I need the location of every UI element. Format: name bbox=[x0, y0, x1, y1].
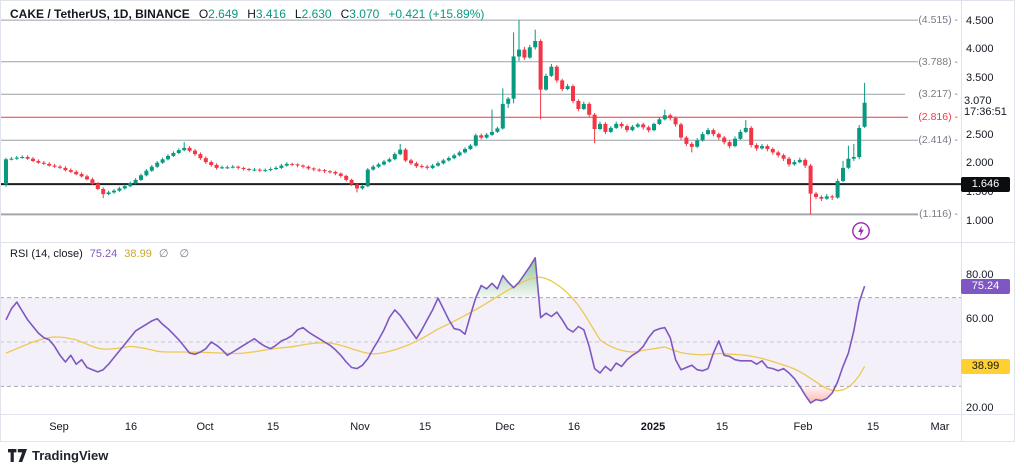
rsi-chart-pane[interactable] bbox=[0, 243, 961, 414]
frame-left bbox=[0, 0, 1, 441]
time-axis-label: Oct bbox=[196, 421, 214, 433]
tradingview-logo-icon[interactable] bbox=[8, 449, 27, 462]
rsi-tick-label: 60.00 bbox=[966, 313, 994, 326]
frame-right bbox=[1014, 0, 1015, 441]
time-axis-label: Nov bbox=[350, 421, 370, 433]
level-label: (3.217) - bbox=[918, 88, 958, 101]
axis-separator bbox=[961, 0, 962, 441]
ohlc-open: O2.649 bbox=[198, 7, 239, 21]
price-chart-pane[interactable] bbox=[0, 0, 961, 242]
time-axis-label: 16 bbox=[567, 421, 581, 433]
rsi-tick-label: 80.00 bbox=[966, 269, 994, 281]
time-axis-label: 16 bbox=[124, 421, 138, 433]
level-label: (4.515) - bbox=[918, 14, 958, 27]
price-tick-label: 2.500 bbox=[966, 128, 994, 141]
pane-divider bbox=[0, 242, 1014, 243]
last-price: 3.070 bbox=[964, 94, 992, 107]
price-tick-label: 1.000 bbox=[966, 214, 994, 227]
rsi-ma-value: 38.99 bbox=[124, 248, 152, 260]
flash-icon[interactable] bbox=[851, 221, 871, 241]
price-change: +0.421 (+15.89%) bbox=[388, 7, 485, 21]
level-label: (1.116) - bbox=[919, 208, 958, 221]
frame-bottom bbox=[0, 441, 1015, 442]
rsi-tick-label: 20.00 bbox=[966, 402, 994, 414]
last-price-label: 3.070 17:36:51 bbox=[964, 94, 1007, 119]
rsi-title[interactable]: RSI (14, close) bbox=[10, 248, 83, 260]
time-axis-label: Sep bbox=[49, 421, 69, 433]
tradingview-brand[interactable]: TradingView bbox=[32, 448, 109, 463]
rsi-legend[interactable]: RSI (14, close) 75.24 38.99 ∅ ∅ bbox=[10, 247, 193, 260]
level-label: (3.788) - bbox=[918, 55, 958, 68]
time-axis-label: 15 bbox=[715, 421, 729, 433]
time-axis-label: 15 bbox=[866, 421, 880, 433]
frame-top bbox=[0, 0, 1014, 1]
ohlc-high: H3.416 bbox=[247, 7, 286, 21]
price-tick-label: 4.000 bbox=[966, 43, 994, 56]
price-level-badge: 1.646 bbox=[961, 176, 1010, 192]
time-axis-label: Dec bbox=[495, 421, 515, 433]
time-axis-border bbox=[0, 414, 1014, 415]
symbol-legend[interactable]: CAKE / TetherUS, 1D, BINANCE O2.649 H3.4… bbox=[10, 7, 484, 21]
rsi-value: 75.24 bbox=[89, 248, 118, 260]
rsi-ma-badge: 38.99 bbox=[961, 358, 1010, 374]
footer: TradingView bbox=[8, 448, 108, 463]
ohlc-close: C3.070 bbox=[340, 7, 380, 21]
price-tick-label: 4.500 bbox=[966, 14, 994, 27]
time-axis-label: Feb bbox=[793, 421, 813, 433]
rsi-value-badge: 75.24 bbox=[961, 278, 1010, 294]
time-axis-label: 15 bbox=[266, 421, 280, 433]
level-label: (2.414) - bbox=[918, 134, 958, 147]
time-axis-label: 2025 bbox=[640, 421, 666, 433]
price-tick-label: 2.000 bbox=[966, 157, 994, 170]
ohlc-low: L2.630 bbox=[294, 7, 332, 21]
time-axis-label: 15 bbox=[418, 421, 432, 433]
time-axis-label: Mar bbox=[930, 421, 950, 433]
symbol-title[interactable]: CAKE / TetherUS, 1D, BINANCE bbox=[10, 7, 190, 21]
rsi-empty-values: ∅ ∅ bbox=[158, 248, 194, 260]
price-tick-label: 3.500 bbox=[966, 71, 994, 84]
level-label: (2.816) - bbox=[918, 111, 958, 124]
bar-countdown: 17:36:51 bbox=[964, 106, 1007, 119]
price-axis[interactable] bbox=[961, 0, 1014, 414]
